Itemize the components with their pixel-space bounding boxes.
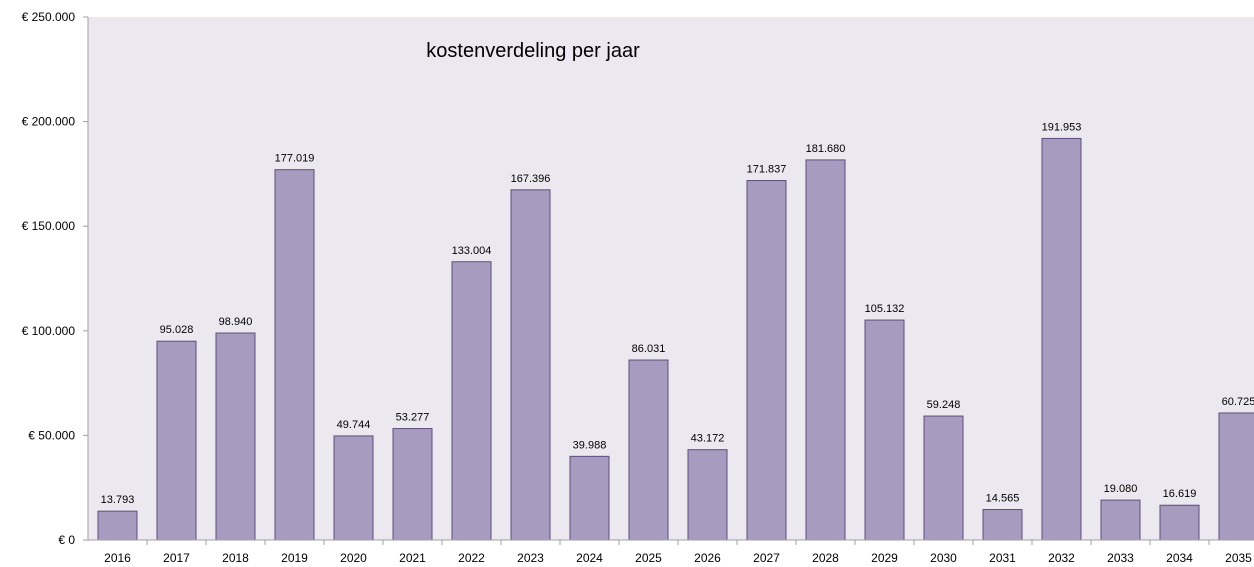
data-label: 95.028 (160, 324, 194, 336)
bar (1218, 412, 1254, 541)
x-tick-label: 2028 (812, 551, 839, 565)
x-tick-label: 2034 (1166, 551, 1193, 565)
x-tick-label: 2031 (989, 551, 1016, 565)
data-label: 14.565 (986, 493, 1020, 505)
bar (1041, 137, 1082, 541)
bar (746, 180, 787, 541)
x-axis-ticks: 2016 2017 2018 2019 2020 2021 2022 2023 2024 2025… (104, 540, 1252, 565)
data-label: 86.031 (632, 343, 666, 355)
bar (392, 428, 433, 541)
x-tick-label: 2023 (517, 551, 544, 565)
bar (687, 449, 728, 541)
data-label: 105.132 (865, 303, 905, 315)
data-label: 171.837 (747, 164, 787, 176)
x-tick-label: 2026 (694, 551, 721, 565)
bar (97, 510, 138, 541)
bar (923, 415, 964, 541)
data-label: 167.396 (511, 173, 551, 185)
data-label: 98.940 (219, 316, 253, 328)
bar (1159, 504, 1200, 541)
bar (982, 509, 1023, 541)
x-tick-label: 2019 (281, 551, 308, 565)
x-tick-label: 2021 (399, 551, 426, 565)
data-label: 191.953 (1042, 121, 1082, 133)
data-label: 177.019 (275, 153, 315, 165)
y-tick-label: € 0 (58, 533, 75, 547)
data-label: 13.793 (101, 494, 135, 506)
data-label: 16.619 (1163, 488, 1197, 500)
data-label: 60.725 (1222, 396, 1254, 408)
x-tick-label: 2032 (1048, 551, 1075, 565)
x-tick-label: 2029 (871, 551, 898, 565)
x-tick-label: 2022 (458, 551, 485, 565)
chart-title: kostenverdeling per jaar (426, 40, 640, 62)
data-label: 39.988 (573, 439, 607, 451)
data-label: 53.277 (396, 412, 430, 424)
bar (215, 332, 256, 541)
y-tick-label: € 150.000 (22, 219, 76, 233)
bar (864, 319, 905, 541)
bar (451, 261, 492, 541)
bar (333, 435, 374, 541)
x-tick-label: 2016 (104, 551, 131, 565)
x-tick-label: 2020 (340, 551, 367, 565)
x-tick-label: 2035 (1225, 551, 1252, 565)
bars: 13.793 95.028 98.940 177.019 49.744 53.277 133… (97, 121, 1254, 541)
bar (274, 169, 315, 541)
y-axis-ticks: € 0 € 50.000 € 100.000 € 150.000 € 200.000 € … (22, 10, 88, 547)
x-tick-label: 2018 (222, 551, 249, 565)
data-label: 59.248 (927, 399, 961, 411)
x-tick-label: 2025 (635, 551, 662, 565)
y-tick-label: € 50.000 (28, 428, 75, 442)
data-label: 43.172 (691, 433, 725, 445)
y-tick-label: € 200.000 (22, 115, 76, 129)
x-tick-label: 2027 (753, 551, 780, 565)
bar (628, 359, 669, 541)
bar (1100, 499, 1141, 541)
data-label: 49.744 (337, 419, 371, 431)
data-label: 19.080 (1104, 483, 1138, 495)
bar (156, 340, 197, 541)
x-tick-label: 2030 (930, 551, 957, 565)
x-tick-label: 2024 (576, 551, 603, 565)
bar (510, 189, 551, 541)
y-tick-label: € 250.000 (22, 10, 76, 24)
x-tick-label: 2033 (1107, 551, 1134, 565)
x-tick-label: 2017 (163, 551, 190, 565)
y-tick-label: € 100.000 (22, 324, 76, 338)
bar (805, 159, 846, 541)
data-label: 181.680 (806, 143, 846, 155)
data-label: 133.004 (452, 245, 492, 257)
bar (569, 455, 610, 541)
